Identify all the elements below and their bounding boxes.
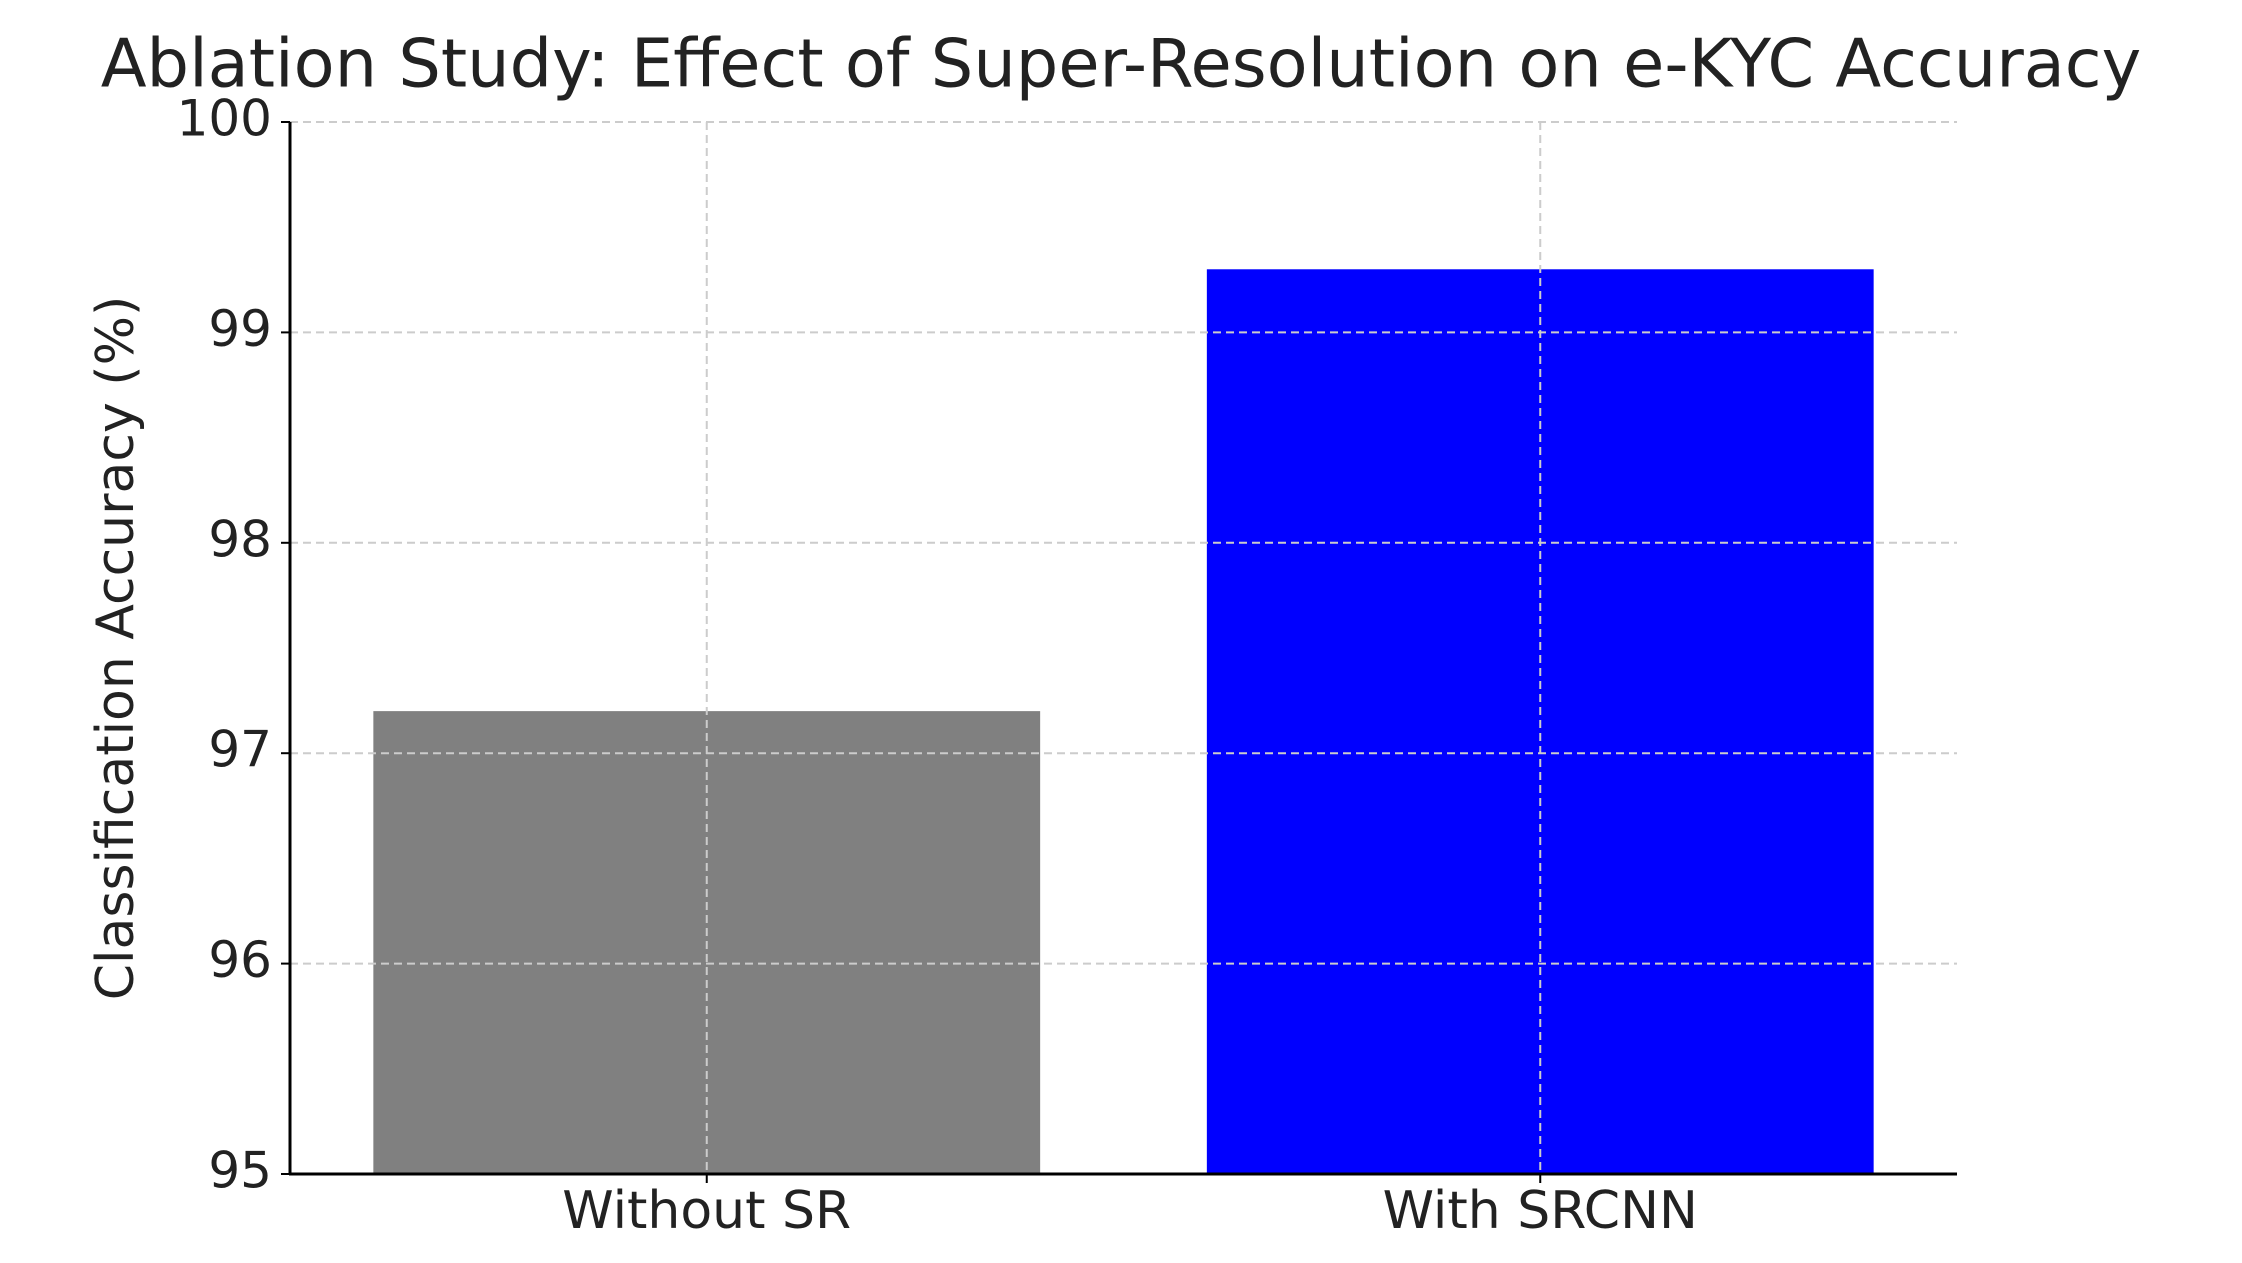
x-tick-label: Without SR <box>562 1181 851 1241</box>
y-tick-label: 100 <box>177 90 272 148</box>
x-tick-label: With SRCNN <box>1383 1181 1698 1241</box>
y-tick-label: 98 <box>208 510 272 568</box>
y-axis-label: Classification Accuracy (%) <box>86 296 146 1001</box>
y-tick-label: 95 <box>208 1142 272 1200</box>
y-tick-label: 99 <box>208 300 272 358</box>
y-tick-label: 97 <box>208 721 272 779</box>
chart-title: Ablation Study: Effect of Super-Resoluti… <box>101 25 2142 103</box>
y-tick-label: 96 <box>208 931 272 989</box>
